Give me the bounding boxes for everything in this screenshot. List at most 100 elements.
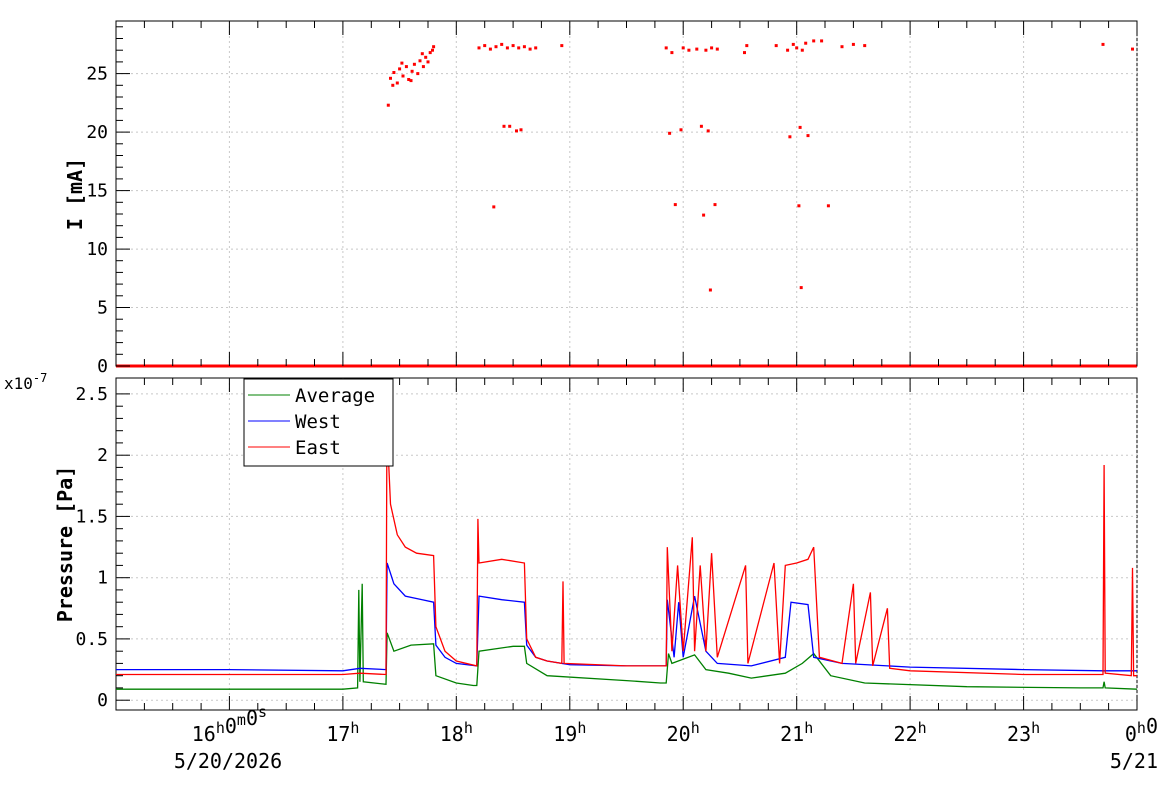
top-plot-y-ticks: 0 5 10 15 20 25 xyxy=(86,26,130,377)
current-point xyxy=(840,45,844,49)
current-point xyxy=(687,48,691,52)
current-point xyxy=(528,47,532,51)
current-point xyxy=(706,129,710,133)
bottom-plot-y-ticks: 0 0.5 1 1.5 2 2.5 xyxy=(75,384,130,711)
series-line-east xyxy=(116,381,1137,677)
current-point xyxy=(410,69,414,73)
y-tick-label: 20 xyxy=(86,122,108,143)
legend-label-average: Average xyxy=(295,385,375,407)
current-point xyxy=(795,46,799,50)
current-point xyxy=(392,71,396,74)
current-point xyxy=(400,61,404,65)
current-point xyxy=(407,78,411,81)
current-point xyxy=(715,47,719,51)
y-tick-label: 0.5 xyxy=(75,629,108,650)
pressure-series-lines xyxy=(116,381,1138,690)
current-point xyxy=(386,103,390,107)
y-tick-label: 2 xyxy=(97,445,108,466)
bottom-plot-grid xyxy=(116,378,1138,710)
legend-box xyxy=(243,378,394,467)
current-point xyxy=(710,46,714,50)
current-point xyxy=(791,42,795,46)
current-point xyxy=(788,135,792,139)
current-point xyxy=(511,44,515,48)
x-tick-label: 17h xyxy=(326,719,359,746)
current-point xyxy=(851,42,855,46)
current-point xyxy=(800,48,804,52)
x-tick-label: 16h0m0s xyxy=(192,703,267,746)
current-point xyxy=(745,44,749,48)
current-point xyxy=(488,47,492,51)
current-point xyxy=(395,81,399,85)
current-point xyxy=(704,48,708,52)
top-y-axis-label: I [mA] xyxy=(63,158,87,230)
x-tick-label: 22h xyxy=(894,719,927,746)
current-point xyxy=(806,134,810,138)
current-point xyxy=(820,39,824,43)
current-point xyxy=(389,76,392,80)
current-point xyxy=(404,65,408,69)
bottom-y-axis-label: Pressure [Pa] xyxy=(53,466,77,623)
y-tick-label: 15 xyxy=(86,181,108,202)
current-point xyxy=(863,44,867,48)
current-point xyxy=(505,46,509,50)
current-point xyxy=(426,60,430,64)
y-tick-label: 0 xyxy=(97,690,108,711)
current-point xyxy=(420,52,424,56)
y-tick-label: 10 xyxy=(86,239,108,260)
current-scatter-points xyxy=(116,39,1137,368)
current-point xyxy=(483,44,487,48)
current-point xyxy=(798,125,802,129)
current-point xyxy=(424,55,428,59)
current-point xyxy=(786,48,790,52)
x-tick-label: 0h0 xyxy=(1125,714,1158,746)
top-plot-grid xyxy=(116,21,1138,367)
current-point xyxy=(515,129,518,133)
current-point xyxy=(428,51,432,55)
series-line-west xyxy=(116,562,1137,672)
legend-label-east: East xyxy=(295,437,341,459)
x-tick-label: 20h xyxy=(667,719,700,746)
current-point xyxy=(1131,47,1134,51)
x-tick-label: 18h xyxy=(440,719,473,746)
y-tick-label: 1.5 xyxy=(75,506,108,527)
legend-label-west: West xyxy=(295,411,341,433)
current-point xyxy=(494,45,498,49)
current-point xyxy=(517,46,521,50)
current-point xyxy=(421,65,425,69)
current-point xyxy=(412,62,416,66)
current-point xyxy=(432,45,436,49)
current-point xyxy=(522,45,526,49)
current-point xyxy=(668,131,672,135)
current-point xyxy=(743,51,746,55)
current-point xyxy=(500,42,504,46)
series-line-average xyxy=(116,583,1138,690)
y-tick-label: 2.5 xyxy=(75,384,108,405)
current-point xyxy=(708,288,712,292)
current-point xyxy=(670,51,674,55)
x-tick-label: 19h xyxy=(553,719,586,746)
current-point xyxy=(1101,42,1105,46)
current-point xyxy=(681,46,685,50)
current-point xyxy=(416,72,420,76)
y-tick-label: 25 xyxy=(86,64,108,85)
x-tick-label: 23h xyxy=(1007,719,1040,746)
current-point xyxy=(774,44,778,48)
current-point xyxy=(519,128,523,132)
current-point xyxy=(679,128,683,132)
current-point xyxy=(409,79,413,83)
current-point xyxy=(502,124,506,128)
current-point xyxy=(401,74,405,78)
current-point xyxy=(713,203,717,207)
current-point xyxy=(477,46,481,50)
current-point xyxy=(391,83,395,87)
current-point xyxy=(812,39,816,43)
date-label-start: 5/20/2026 xyxy=(174,749,282,773)
current-point xyxy=(492,205,496,209)
y-tick-label: 0 xyxy=(97,356,108,377)
y-multiplier-label: x10-7 xyxy=(4,371,47,393)
date-label-end: 5/21 xyxy=(1110,749,1158,773)
current-point xyxy=(699,124,703,128)
